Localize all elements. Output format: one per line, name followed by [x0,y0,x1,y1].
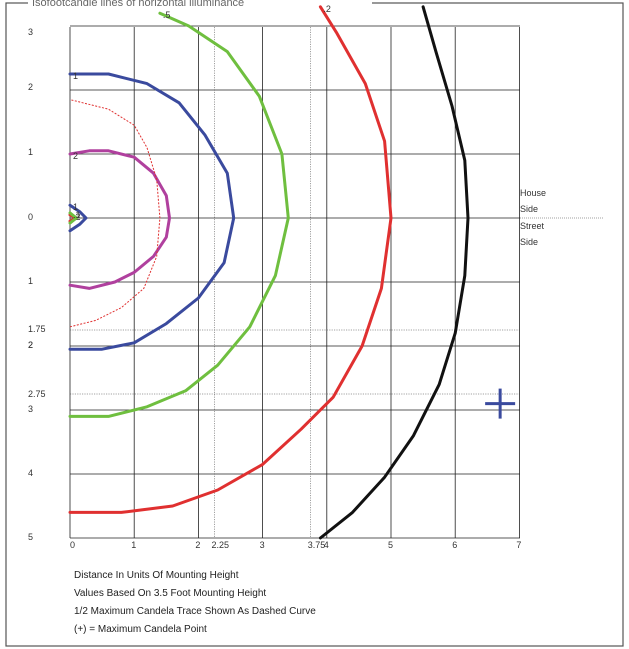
y-tick-label: 1.75 [28,324,46,334]
y-tick-label: 2.75 [28,389,46,399]
y-tick-label: 4 [28,468,33,478]
isofootcandle-curve [68,11,290,418]
isofootcandle-curve [68,211,78,225]
x-tick-label: 2 [195,540,200,550]
isofootcandle-curve [68,203,88,233]
house-side-label-1: House [520,188,546,198]
x-tick-label: 3.75 [308,540,326,550]
isofootcandle-curve [68,72,236,351]
y-tick-label: 5 [28,532,33,542]
y-tick-label: 2 [28,82,33,92]
x-tick-label: 4 [324,540,329,550]
curve-value-label: 2 [73,151,78,161]
x-tick-label: 6 [452,540,457,550]
title-backdrop [28,0,372,10]
max-candela-marker [485,388,516,419]
isofootcandle-curve [68,149,171,290]
y-tick-label: 2 [28,340,33,350]
note-dashed-trace: 1/2 Maximum Candela Trace Shown As Dashe… [74,606,316,617]
y-tick-label: 0 [28,212,33,222]
chart-title: Isofootcandle lines of horizontal illumi… [32,0,244,9]
isofootcandle-curve [318,5,470,540]
street-side-label-2: Side [520,237,538,247]
note-distance: Distance In Units Of Mounting Height [74,570,239,581]
curve-value-label: .2 [323,4,331,14]
note-mounting-height: Values Based On 3.5 Foot Mounting Height [74,588,266,599]
street-side-label-1: Street [520,221,545,231]
x-tick-label: 1 [131,540,136,550]
curve-value-label: .1 [73,210,81,220]
x-tick-label: 7 [516,540,521,550]
y-tick-label: 2 [28,340,33,350]
note-max-candela: (+) = Maximum Candela Point [74,624,207,635]
x-tick-label: 5 [388,540,393,550]
dashed-trace-curve [69,99,161,328]
y-tick-label: 1 [28,147,33,157]
half-max-candela-trace [69,99,161,328]
y-tick-label: 3 [28,404,33,414]
isofootcandle-curves: 1.2.121.5.2 [68,4,470,540]
chart-grid [69,25,604,539]
curve-value-label: 1 [73,71,78,81]
x-tick-label: 0 [70,540,75,550]
isofootcandle-curve [68,5,393,514]
x-tick-label: 3 [260,540,265,550]
curve-value-label: .5 [163,10,171,20]
x-tick-label: 2.25 [211,540,229,550]
y-tick-label: 1 [28,276,33,286]
y-tick-label: 3 [28,27,33,37]
house-side-label-2: Side [520,204,538,214]
curve-value-label: 1 [73,202,78,212]
